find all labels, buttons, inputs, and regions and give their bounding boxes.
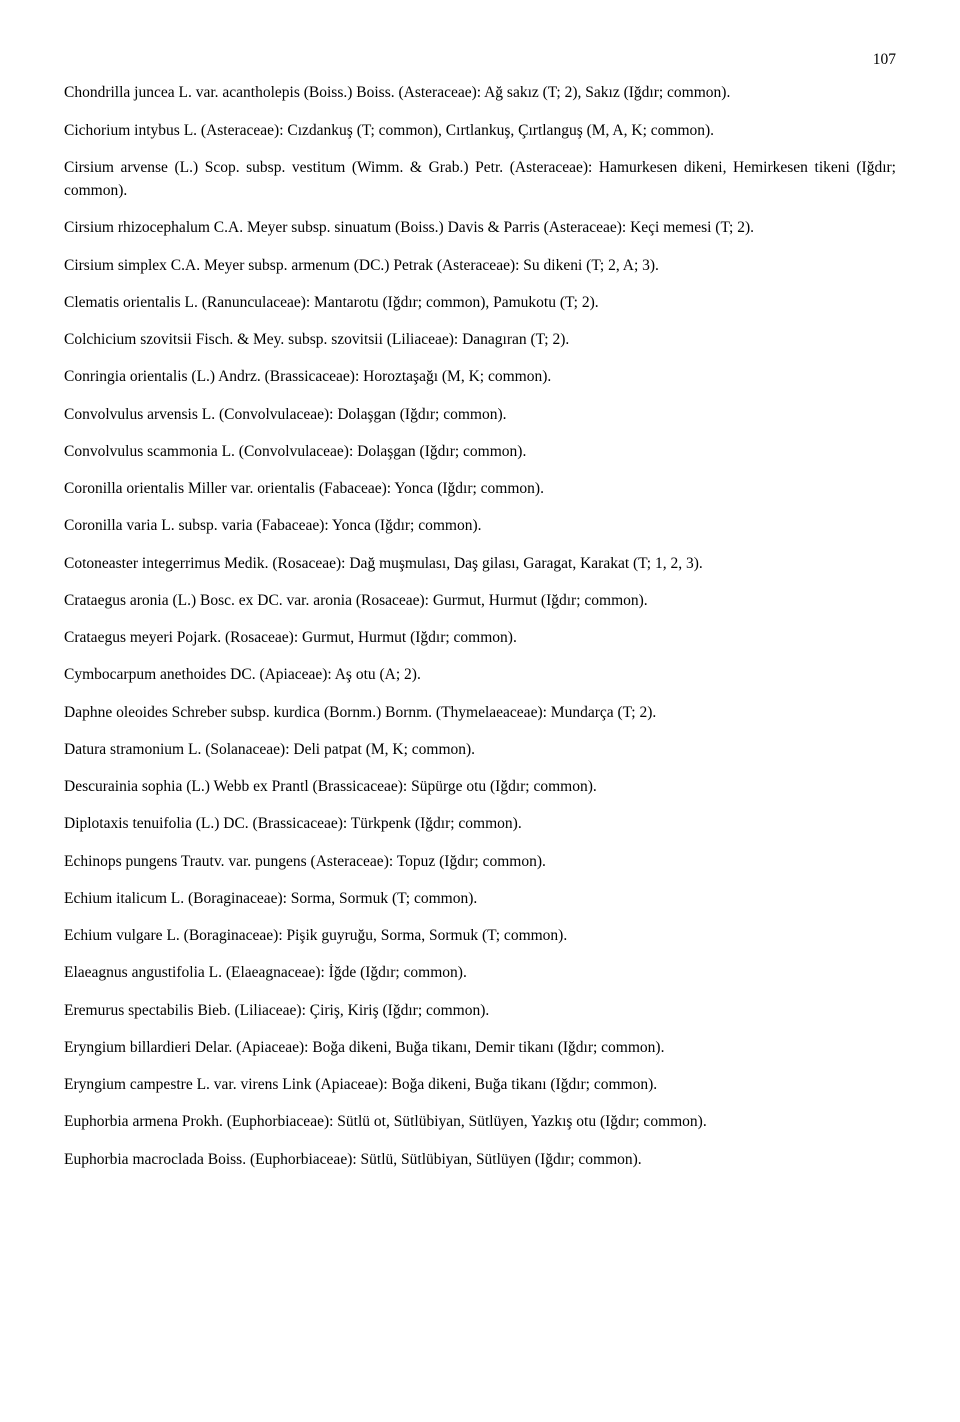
species-entry: Echinops pungens Trautv. var. pungens (A… — [64, 850, 896, 873]
species-entry: Cotoneaster integerrimus Medik. (Rosacea… — [64, 552, 896, 575]
species-entry: Elaeagnus angustifolia L. (Elaeagnaceae)… — [64, 961, 896, 984]
species-entry: Euphorbia macroclada Boiss. (Euphorbiace… — [64, 1148, 896, 1171]
species-entry: Coronilla varia L. subsp. varia (Fabacea… — [64, 514, 896, 537]
species-entry: Cichorium intybus L. (Asteraceae): Cızda… — [64, 119, 896, 142]
species-entry: Cirsium simplex C.A. Meyer subsp. armenu… — [64, 254, 896, 277]
species-entry: Diplotaxis tenuifolia (L.) DC. (Brassica… — [64, 812, 896, 835]
species-entry: Cirsium rhizocephalum C.A. Meyer subsp. … — [64, 216, 896, 239]
species-entry: Colchicium szovitsii Fisch. & Mey. subsp… — [64, 328, 896, 351]
species-entry: Clematis orientalis L. (Ranunculaceae): … — [64, 291, 896, 314]
species-entry: Crataegus aronia (L.) Bosc. ex DC. var. … — [64, 589, 896, 612]
species-entry: Eryngium billardieri Delar. (Apiaceae): … — [64, 1036, 896, 1059]
species-entry: Cirsium arvense (L.) Scop. subsp. vestit… — [64, 156, 896, 203]
species-entry: Eremurus spectabilis Bieb. (Liliaceae): … — [64, 999, 896, 1022]
entries-list: Chondrilla juncea L. var. acantholepis (… — [64, 81, 896, 1171]
species-entry: Echium italicum L. (Boraginaceae): Sorma… — [64, 887, 896, 910]
species-entry: Echium vulgare L. (Boraginaceae): Pişik … — [64, 924, 896, 947]
species-entry: Crataegus meyeri Pojark. (Rosaceae): Gur… — [64, 626, 896, 649]
species-entry: Datura stramonium L. (Solanaceae): Deli … — [64, 738, 896, 761]
page-number: 107 — [64, 48, 896, 71]
species-entry: Convolvulus arvensis L. (Convolvulaceae)… — [64, 403, 896, 426]
species-entry: Euphorbia armena Prokh. (Euphorbiaceae):… — [64, 1110, 896, 1133]
species-entry: Coronilla orientalis Miller var. orienta… — [64, 477, 896, 500]
species-entry: Chondrilla juncea L. var. acantholepis (… — [64, 81, 896, 104]
species-entry: Daphne oleoides Schreber subsp. kurdica … — [64, 701, 896, 724]
species-entry: Descurainia sophia (L.) Webb ex Prantl (… — [64, 775, 896, 798]
species-entry: Cymbocarpum anethoides DC. (Apiaceae): A… — [64, 663, 896, 686]
species-entry: Conringia orientalis (L.) Andrz. (Brassi… — [64, 365, 896, 388]
species-entry: Eryngium campestre L. var. virens Link (… — [64, 1073, 896, 1096]
species-entry: Convolvulus scammonia L. (Convolvulaceae… — [64, 440, 896, 463]
